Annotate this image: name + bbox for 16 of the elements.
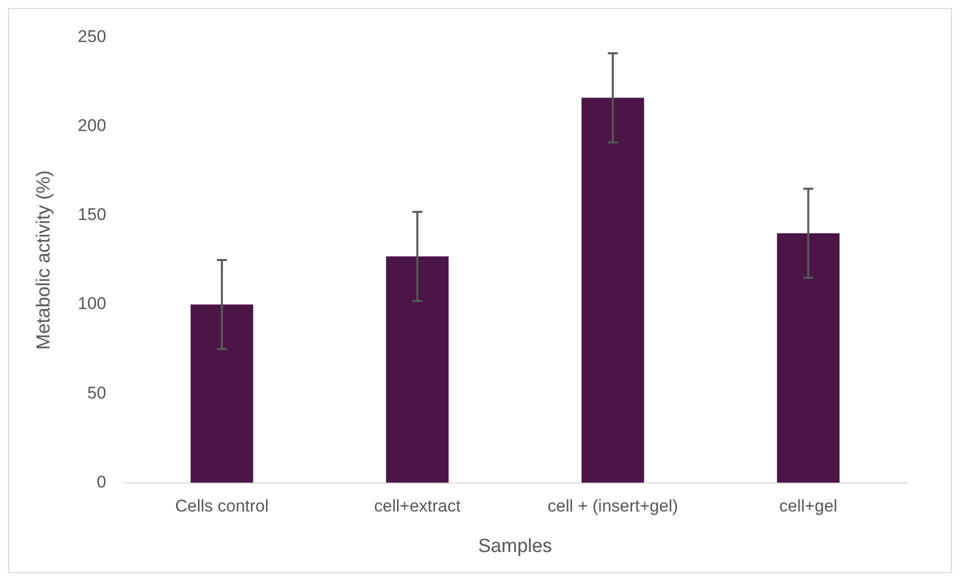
x-tick-label: cell+extract bbox=[374, 496, 461, 516]
bar bbox=[386, 256, 449, 483]
y-tick-label: 0 bbox=[96, 472, 106, 492]
y-tick-label: 50 bbox=[87, 383, 106, 402]
bar bbox=[582, 98, 644, 483]
x-tick-label: Cells control bbox=[175, 496, 269, 516]
y-tick-label: 100 bbox=[78, 294, 106, 314]
y-axis-title: Metabolic activity (%) bbox=[34, 170, 55, 350]
bar bbox=[776, 233, 840, 483]
y-tick-label: 250 bbox=[78, 26, 106, 46]
y-tick-label: 200 bbox=[78, 116, 106, 136]
y-tick-label: 150 bbox=[78, 205, 106, 224]
x-tick-label: cell+gel bbox=[779, 496, 838, 516]
bar bbox=[190, 304, 254, 483]
x-axis-title: Samples bbox=[478, 536, 552, 557]
x-tick-label: cell + (insert+gel) bbox=[548, 496, 678, 516]
